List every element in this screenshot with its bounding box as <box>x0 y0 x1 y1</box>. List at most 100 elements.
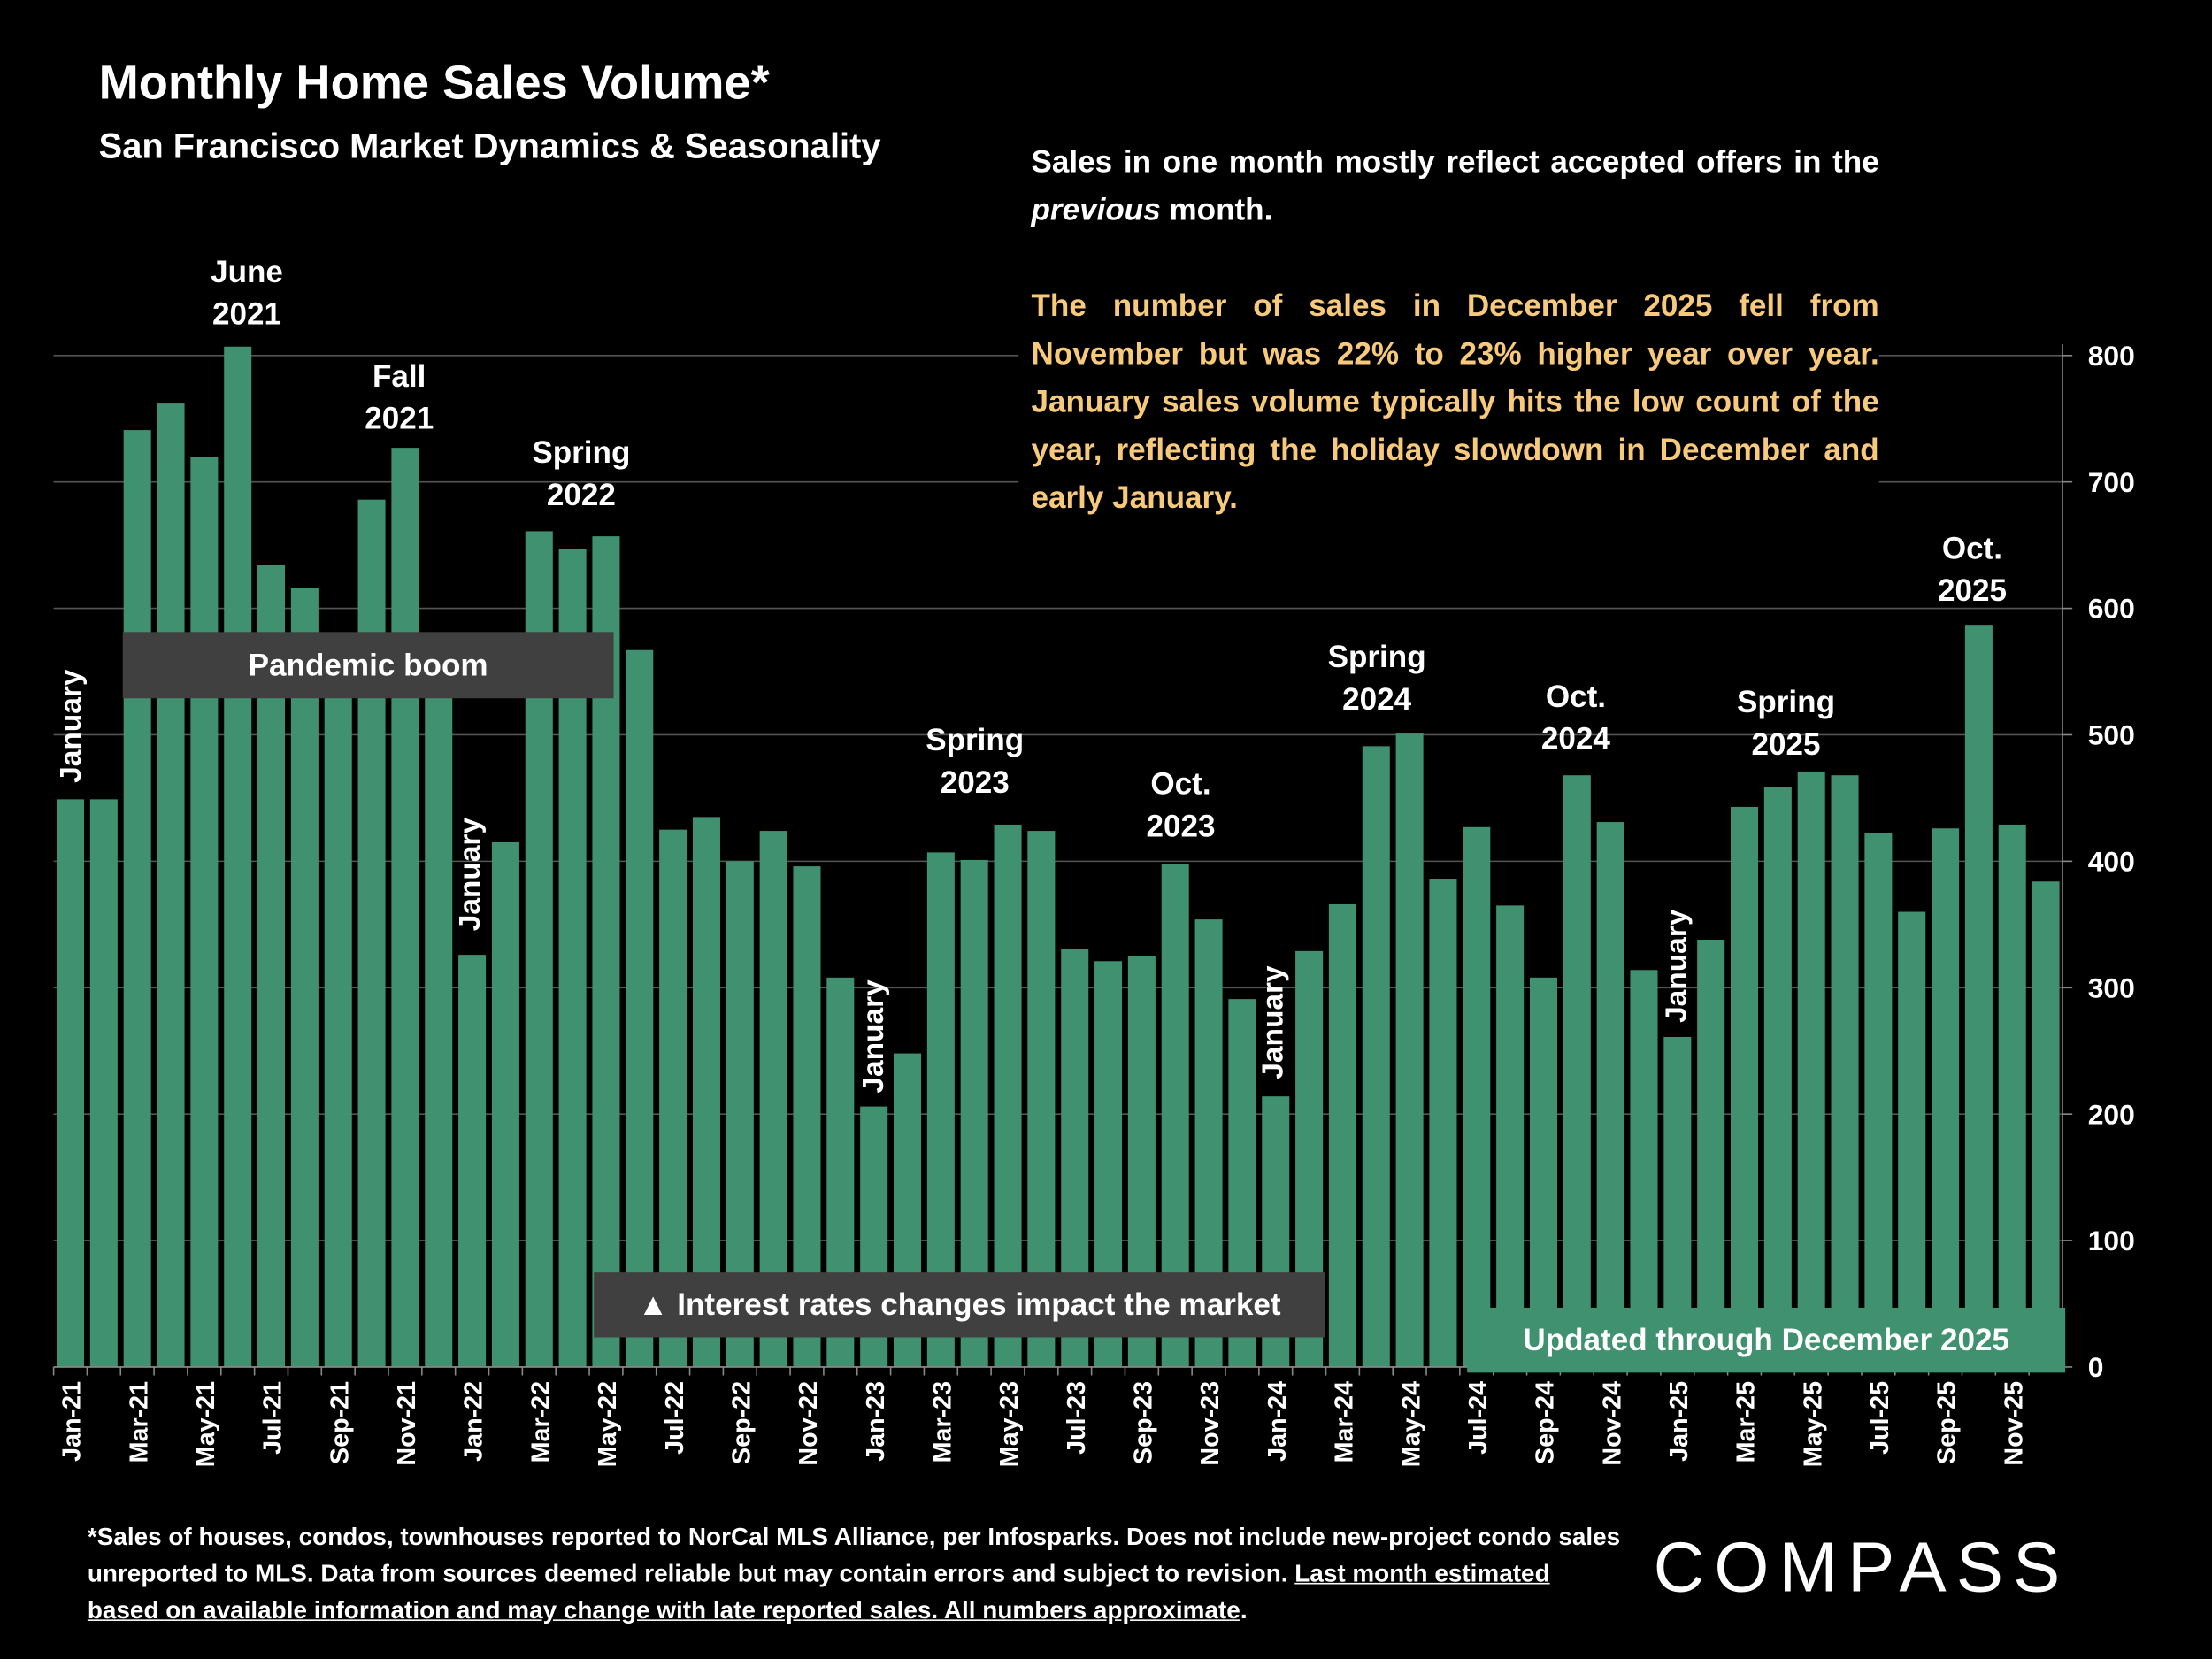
bar <box>1964 625 1993 1367</box>
y-tick-label: 500 <box>2088 719 2135 751</box>
x-tick-label: Jan-22 <box>460 1381 488 1462</box>
y-tick-label: 700 <box>2088 466 2135 498</box>
x-tick-label: Mar-24 <box>1331 1381 1359 1463</box>
y-tick-label: 0 <box>2088 1351 2104 1383</box>
bar <box>190 457 219 1367</box>
y-tick-label: 300 <box>2088 972 2135 1003</box>
bar <box>1932 828 1960 1367</box>
x-tick-label: Jan-25 <box>1665 1381 1694 1462</box>
x-tick-label: Nov-23 <box>1196 1381 1225 1466</box>
annotation: Spring <box>532 435 630 470</box>
bar <box>1630 970 1658 1367</box>
annotation: Oct. <box>1942 531 2002 565</box>
x-tick-label: Mar-25 <box>1732 1381 1761 1463</box>
annotation: 2024 <box>1541 722 1611 757</box>
annotation: 2023 <box>941 765 1010 800</box>
bar <box>257 565 286 1367</box>
note-text: month. <box>1160 191 1273 227</box>
x-tick-label: Jul-21 <box>259 1381 288 1455</box>
bar <box>1596 822 1624 1367</box>
note-highlight: The number of sales in December 2025 fel… <box>1031 288 1879 515</box>
bar <box>324 684 352 1367</box>
x-tick-label: Sep-21 <box>326 1381 354 1464</box>
bar <box>2032 881 2060 1367</box>
bar <box>157 403 185 1367</box>
x-tick-label: May-21 <box>192 1381 220 1467</box>
x-tick-label: Mar-22 <box>526 1381 555 1463</box>
y-tick-label: 100 <box>2088 1225 2135 1256</box>
x-tick-label: Sep-25 <box>1933 1381 1962 1464</box>
footnote-text: *Sales of houses, condos, townhouses rep… <box>87 1522 1621 1587</box>
chart-title: Monthly Home Sales Volume* <box>98 56 770 111</box>
annotation: 2023 <box>1146 809 1215 843</box>
bar <box>357 499 386 1367</box>
bar <box>1864 833 1893 1367</box>
x-tick-label: Nov-22 <box>795 1381 823 1466</box>
x-tick-label: May-23 <box>995 1381 1024 1467</box>
bar <box>1697 939 1725 1367</box>
annotation-box: ▲ Interest rates changes impact the mark… <box>594 1272 1325 1338</box>
january-label: January <box>55 669 88 783</box>
x-tick-label: Jul-22 <box>661 1381 689 1455</box>
x-tick-label: Jan-23 <box>862 1381 890 1462</box>
annotation: 2024 <box>1342 682 1412 717</box>
x-tick-label: Sep-22 <box>727 1381 756 1464</box>
bar <box>1831 775 1859 1367</box>
logo: COMPASS <box>1653 1527 2070 1608</box>
bar <box>224 346 252 1367</box>
footnote-text: . <box>1240 1595 1248 1624</box>
chart-subtitle: San Francisco Market Dynamics & Seasonal… <box>98 127 881 167</box>
x-tick-label: Sep-23 <box>1130 1381 1158 1464</box>
y-tick-label: 800 <box>2088 340 2135 372</box>
bar <box>1731 806 1759 1367</box>
x-tick-label: Nov-21 <box>393 1381 421 1466</box>
january-label: January <box>857 979 890 1094</box>
bar <box>56 799 85 1367</box>
bar <box>123 430 151 1367</box>
annotation-box: Updated through December 2025 <box>1467 1307 2066 1373</box>
bar <box>1362 746 1390 1367</box>
footnote-underlined: Last month estimated based on available … <box>87 1558 1550 1624</box>
x-tick-label: Jan-21 <box>58 1381 87 1462</box>
january-label: January <box>454 818 487 932</box>
bar <box>458 955 487 1367</box>
bar <box>1496 905 1525 1367</box>
y-tick-label: 200 <box>2088 1098 2135 1130</box>
bar <box>290 588 319 1367</box>
x-tick-label: Jul-24 <box>1464 1381 1493 1455</box>
annotation-box: Pandemic boom <box>122 632 614 699</box>
bar <box>1797 771 1825 1367</box>
bar <box>1529 977 1557 1367</box>
x-tick-label: May-22 <box>594 1381 622 1467</box>
annotation: 2025 <box>1751 727 1820 762</box>
x-tick-label: Jan-24 <box>1263 1381 1292 1462</box>
bar <box>626 649 654 1367</box>
bar <box>1463 826 1491 1367</box>
x-tick-label: Mar-23 <box>929 1381 957 1463</box>
bar <box>1563 775 1591 1367</box>
annotation: 2022 <box>547 478 616 512</box>
note-emphasis: previous <box>1031 191 1161 227</box>
y-tick-label: 600 <box>2088 593 2135 625</box>
y-tick-label: 400 <box>2088 846 2135 878</box>
x-tick-label: Jul-23 <box>1063 1381 1091 1455</box>
x-tick-label: May-24 <box>1397 1381 1425 1467</box>
bar <box>1328 903 1356 1367</box>
footnote: *Sales of houses, condos, townhouses rep… <box>88 1518 1628 1628</box>
x-tick-label: Nov-25 <box>2000 1381 2028 1466</box>
note: Sales in one month mostly reflect accept… <box>1018 138 1879 522</box>
bar <box>1998 824 2026 1367</box>
annotation: 2025 <box>1938 573 2007 608</box>
annotation: June <box>211 255 283 289</box>
bar <box>1763 787 1792 1367</box>
annotation: 2021 <box>365 402 434 436</box>
note-text: Sales in one month mostly reflect accept… <box>1031 143 1879 180</box>
annotation: Oct. <box>1150 767 1210 802</box>
bar <box>89 799 118 1367</box>
annotation: Spring <box>926 723 1024 757</box>
january-label: January <box>1256 965 1289 1079</box>
annotation: 2021 <box>212 297 281 332</box>
annotation: Fall <box>373 359 426 394</box>
